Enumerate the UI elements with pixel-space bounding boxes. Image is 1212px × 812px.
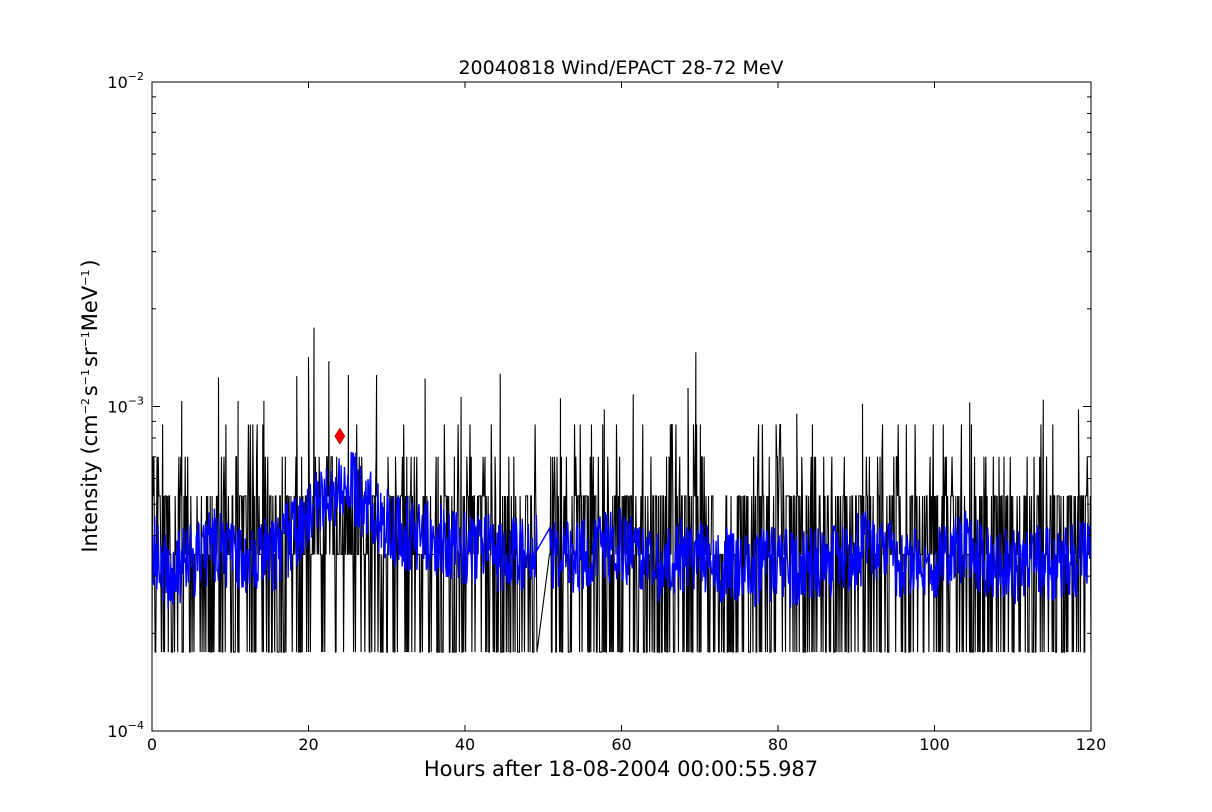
y-tick-label: 10−4 bbox=[107, 719, 144, 741]
x-tick-label: 100 bbox=[919, 735, 950, 754]
x-tick-label: 0 bbox=[147, 735, 157, 754]
y-axis-label: Intensity (cm−2s−1sr−1MeV−1) bbox=[78, 259, 102, 552]
chart-title: 20040818 Wind/EPACT 28-72 MeV bbox=[458, 57, 783, 79]
x-tick-label: 40 bbox=[455, 735, 475, 754]
x-tick-label: 20 bbox=[298, 735, 318, 754]
y-tick-label: 10−2 bbox=[107, 70, 144, 92]
axis-ticks: 0 20 40 60 80 100 120 10−2 10−3 10−4 bbox=[107, 70, 1106, 754]
x-axis-label: Hours after 18-08-2004 00:00:55.987 bbox=[424, 757, 818, 781]
plot-data-area bbox=[152, 327, 1091, 653]
y-tick-label: 10−3 bbox=[107, 395, 144, 417]
x-tick-label: 80 bbox=[768, 735, 788, 754]
x-tick-label: 60 bbox=[611, 735, 631, 754]
x-tick-label: 120 bbox=[1076, 735, 1107, 754]
smoothed-intensity-line bbox=[152, 452, 1091, 610]
peak-marker bbox=[334, 427, 346, 445]
raw-intensity-line bbox=[152, 327, 1091, 653]
